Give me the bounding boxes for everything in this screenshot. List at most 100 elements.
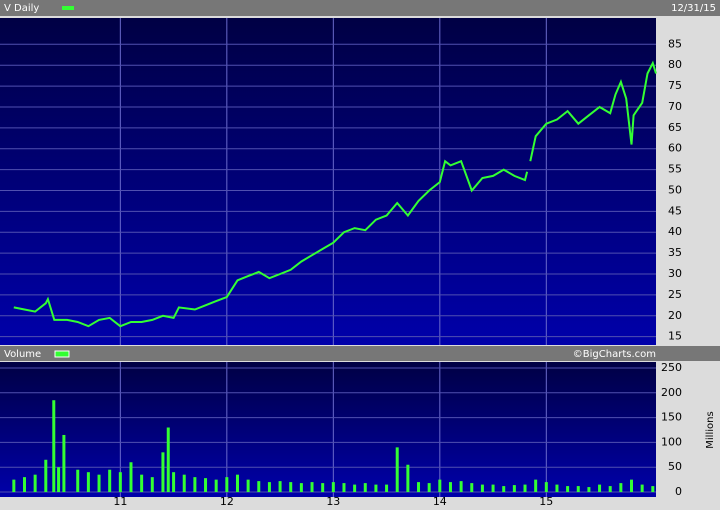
volume-bar: [598, 484, 602, 493]
volume-bar: [289, 482, 293, 493]
volume-title: Volume: [4, 349, 41, 360]
volume-bar: [576, 486, 580, 493]
volume-bar: [363, 483, 367, 493]
volume-bar: [512, 485, 516, 493]
volume-bar: [246, 479, 250, 493]
y-tick-label: 100: [661, 435, 682, 448]
x-tick-label: 14: [433, 495, 447, 508]
volume-bar: [182, 474, 186, 493]
y-tick-label: 40: [668, 225, 682, 238]
volume-bar: [235, 474, 239, 493]
volume-bar: [225, 477, 229, 493]
price-line: [13, 60, 657, 328]
price-panel: [0, 18, 656, 345]
y-tick-label: 0: [675, 485, 682, 498]
volume-bar: [118, 472, 122, 493]
source-label: ©BigCharts.com: [573, 349, 656, 360]
x-tick-label: 12: [220, 495, 234, 508]
volume-bar: [502, 486, 506, 493]
volume-bar: [161, 452, 165, 493]
volume-bar: [406, 464, 410, 493]
volume-bar: [193, 477, 197, 493]
volume-bar: [427, 483, 431, 493]
volume-bar: [257, 481, 261, 493]
volume-bar: [470, 483, 474, 493]
volume-bar: [491, 484, 495, 493]
volume-bar: [555, 484, 559, 493]
y-tick-label: 200: [661, 386, 682, 399]
volume-bar: [608, 486, 612, 493]
y-tick-label: 35: [668, 246, 682, 259]
y-tick-label: 50: [668, 183, 682, 196]
y-axis-label: Millions: [705, 411, 716, 448]
volume-bar: [523, 484, 527, 493]
volume-bar: [480, 484, 484, 493]
x-tick-label: 11: [113, 495, 127, 508]
volume-bar: [150, 477, 154, 493]
volume-bar: [374, 484, 378, 493]
volume-bar: [342, 483, 346, 493]
volume-bar: [76, 469, 80, 493]
y-tick-label: 60: [668, 142, 682, 155]
y-tick-label: 80: [668, 58, 682, 71]
volume-bar: [97, 474, 101, 493]
y-tick-label: 70: [668, 100, 682, 113]
volume-bar: [534, 479, 538, 493]
volume-bar: [331, 482, 335, 493]
y-tick-label: 85: [668, 37, 682, 50]
y-tick-label: 25: [668, 288, 682, 301]
volume-bar: [108, 469, 112, 493]
volume-bar: [353, 484, 357, 493]
y-tick-label: 65: [668, 121, 682, 134]
volume-bar: [587, 487, 591, 493]
y-tick-label: 55: [668, 163, 682, 176]
legend-swatch: [54, 350, 70, 358]
legend-swatch: [62, 6, 74, 10]
volume-bar: [385, 484, 389, 493]
chart-title: V Daily: [4, 3, 39, 14]
volume-bar: [438, 479, 442, 493]
y-tick-label: 50: [668, 460, 682, 473]
volume-bar: [44, 459, 48, 493]
volume-bar: [62, 434, 66, 493]
volume-bar: [321, 483, 325, 493]
volume-bar: [57, 467, 61, 493]
x-tick-label: 15: [539, 495, 553, 508]
y-tick-label: 150: [661, 411, 682, 424]
volume-bar: [459, 481, 463, 493]
y-tick-label: 250: [661, 361, 682, 374]
volume-bar: [204, 478, 208, 493]
x-tick-label: 13: [326, 495, 340, 508]
volume-bar: [299, 483, 303, 493]
volume-bar: [86, 472, 90, 493]
volume-bar: [33, 474, 37, 493]
volume-bar: [140, 474, 144, 493]
volume-bar: [12, 479, 16, 493]
y-tick-label: 15: [668, 330, 682, 343]
volume-bar: [566, 486, 570, 493]
volume-header: [0, 346, 720, 361]
volume-bar: [52, 400, 56, 493]
price-header: [0, 0, 720, 16]
volume-bar: [544, 482, 548, 493]
volume-bar: [129, 462, 133, 493]
volume-bar: [214, 479, 218, 493]
volume-bar: [267, 482, 271, 493]
volume-bar: [310, 482, 314, 493]
volume-bar: [166, 427, 170, 493]
volume-bar: [448, 482, 452, 493]
volume-bar: [278, 481, 282, 493]
y-tick-label: 45: [668, 204, 682, 217]
volume-bar: [619, 483, 623, 493]
volume-bar: [417, 482, 421, 493]
volume-bar: [395, 447, 399, 493]
volume-bar: [172, 472, 176, 493]
date-label: 12/31/15: [671, 3, 716, 14]
volume-bar: [630, 479, 634, 493]
volume-bar: [651, 486, 655, 493]
volume-bar: [640, 484, 644, 493]
y-tick-label: 20: [668, 309, 682, 322]
y-tick-label: 30: [668, 267, 682, 280]
y-tick-label: 75: [668, 79, 682, 92]
